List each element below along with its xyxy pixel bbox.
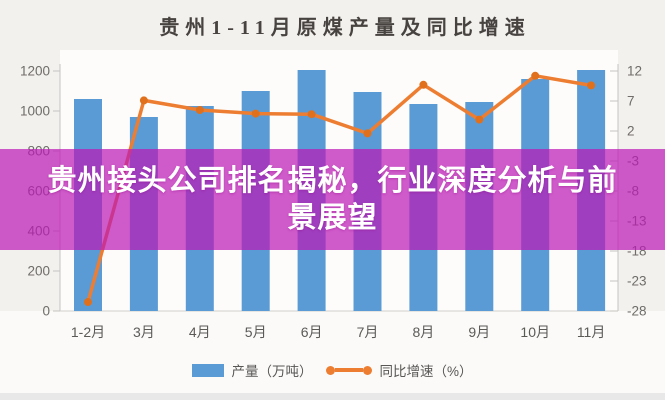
legend-label-growth: 同比增速（%） bbox=[379, 364, 473, 379]
line-marker-0 bbox=[84, 298, 92, 306]
x-axis-label-2: 4月 bbox=[189, 324, 211, 340]
line-marker-5 bbox=[363, 129, 372, 138]
left-axis-label: 0 bbox=[42, 304, 50, 319]
right-axis-label: 2 bbox=[627, 124, 635, 139]
x-axis-label-5: 7月 bbox=[357, 324, 379, 340]
chart-title: 贵州1-11月原煤产量及同比增速 bbox=[159, 17, 531, 39]
line-marker-7 bbox=[475, 115, 484, 124]
left-axis-label: 1000 bbox=[20, 104, 50, 119]
legend-item-growth: 同比增速（%） bbox=[326, 360, 473, 380]
x-axis-label-9: 11月 bbox=[577, 324, 606, 340]
overlay-banner: 贵州接头公司排名揭秘，行业深度分析与前 景展望 bbox=[0, 149, 665, 250]
x-axis-label-3: 5月 bbox=[245, 324, 267, 340]
x-axis-label-0: 1-2月 bbox=[71, 324, 105, 340]
legend-label-production: 产量（万吨） bbox=[231, 364, 313, 379]
line-marker-6 bbox=[419, 80, 428, 89]
line-legend-swatch-icon bbox=[326, 365, 373, 375]
overlay-title: 贵州接头公司排名揭秘，行业深度分析与前 景展望 bbox=[47, 164, 618, 234]
x-axis-label-1: 3月 bbox=[133, 324, 155, 340]
bar-legend-swatch-icon bbox=[192, 363, 225, 377]
line-marker-8 bbox=[531, 71, 540, 80]
right-axis-label: 12 bbox=[627, 64, 642, 79]
chart-legend: 产量（万吨） 同比增速（%） bbox=[0, 358, 665, 382]
x-axis-label-4: 6月 bbox=[301, 324, 323, 340]
legend-item-production: 产量（万吨） bbox=[192, 360, 312, 380]
growth-line bbox=[86, 74, 593, 304]
left-axis-label: 200 bbox=[27, 264, 50, 279]
line-marker-2 bbox=[195, 106, 204, 114]
line-marker-3 bbox=[251, 109, 260, 118]
right-axis-label: -23 bbox=[627, 274, 647, 289]
line-marker-1 bbox=[139, 96, 148, 105]
line-marker-9 bbox=[587, 81, 596, 90]
line-marker-4 bbox=[307, 110, 316, 119]
x-axis-label-7: 9月 bbox=[468, 324, 490, 340]
right-axis-label: -28 bbox=[627, 304, 647, 319]
left-axis-label: 1200 bbox=[20, 64, 50, 79]
x-axis-label-6: 8月 bbox=[413, 324, 435, 340]
right-axis-label: 7 bbox=[627, 94, 635, 109]
x-axis-label-8: 10月 bbox=[520, 324, 550, 340]
